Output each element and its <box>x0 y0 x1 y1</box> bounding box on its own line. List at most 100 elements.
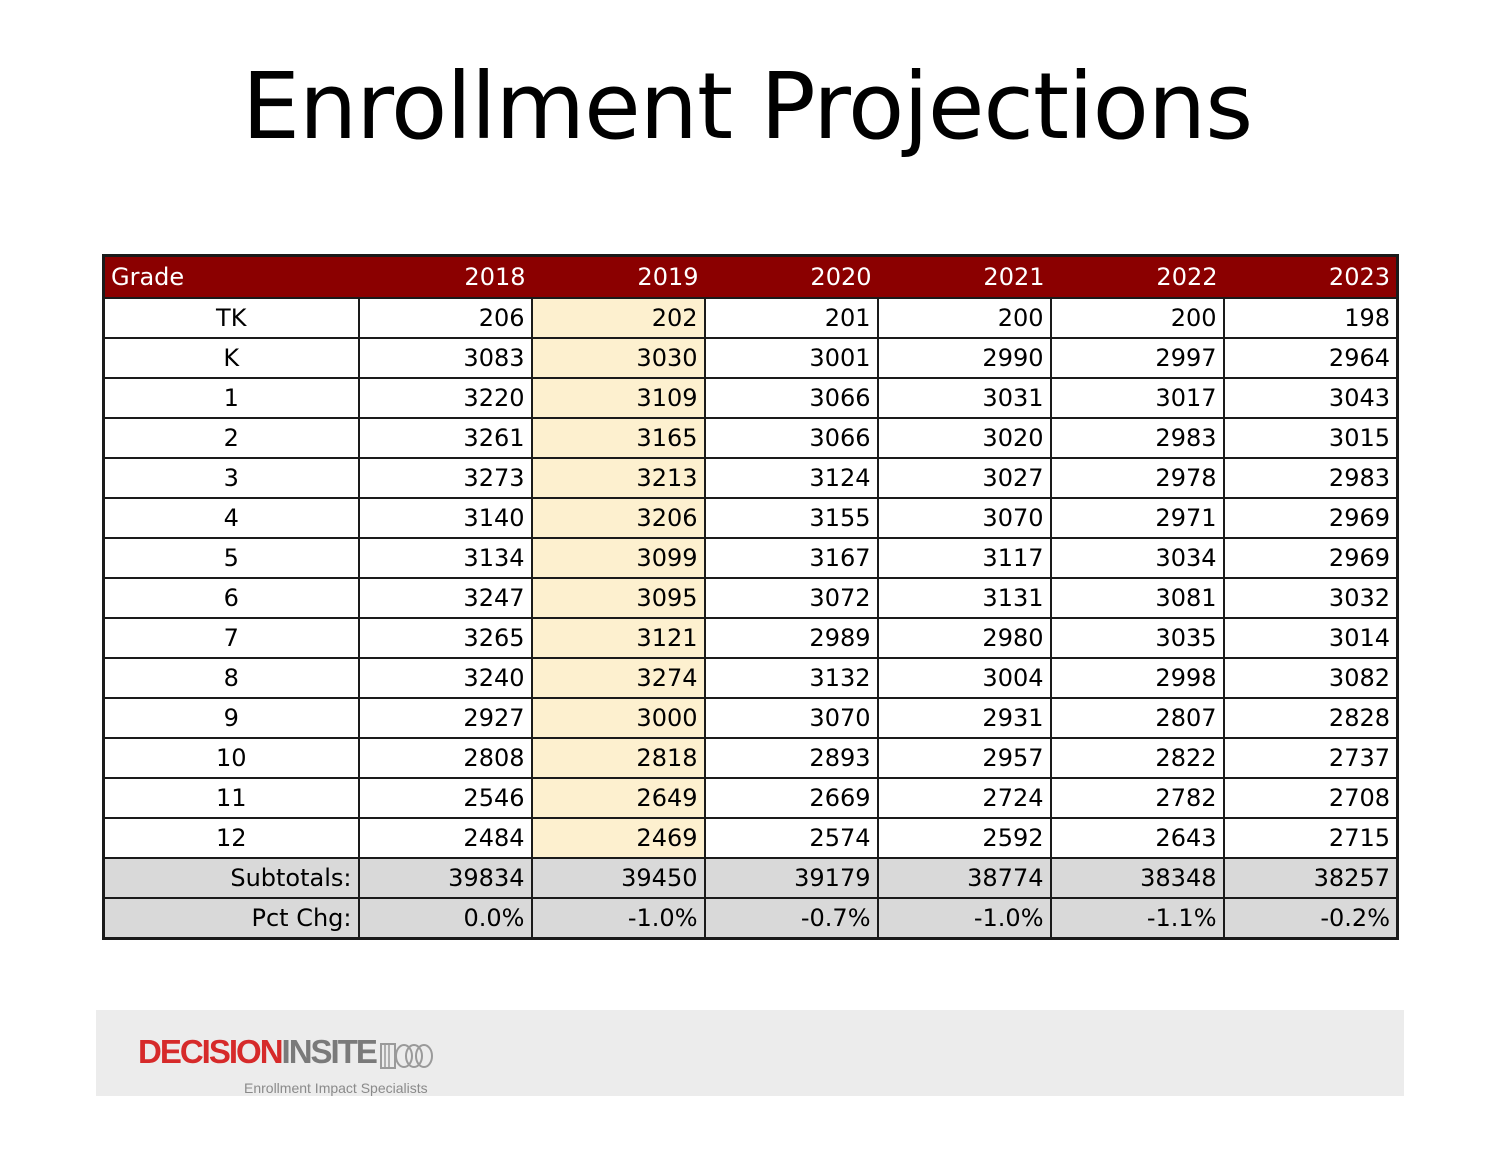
value-cell: 2978 <box>1049 457 1225 499</box>
value-cell: 3070 <box>703 697 879 739</box>
table-row: 5 3134 3099 3167 3117 3034 2969 <box>102 537 1399 579</box>
value-cell: 3031 <box>876 377 1052 419</box>
value-cell: 3265 <box>357 617 533 659</box>
value-cell: 3274 <box>530 657 706 699</box>
value-cell: 3081 <box>1049 577 1225 619</box>
value-cell: 3066 <box>703 377 879 419</box>
table-row: 10 2808 2818 2893 2957 2822 2737 <box>102 737 1399 779</box>
value-cell: 3109 <box>530 377 706 419</box>
footer-bar: DECISIONINSITE Enrollment Impact Special… <box>96 1010 1404 1096</box>
header-year: 2019 <box>531 255 705 298</box>
summary-cell: 38348 <box>1049 857 1225 899</box>
value-cell: 3082 <box>1222 657 1399 699</box>
value-cell: 3240 <box>357 657 533 699</box>
value-cell: 2574 <box>703 817 879 859</box>
value-cell: 3014 <box>1222 617 1399 659</box>
grade-cell: K <box>102 337 360 379</box>
value-cell: 200 <box>876 297 1052 339</box>
value-cell: 3043 <box>1222 377 1399 419</box>
summary-cell: 0.0% <box>357 897 533 940</box>
value-cell: 2998 <box>1049 657 1225 699</box>
header-year: 2021 <box>877 255 1051 298</box>
value-cell: 3273 <box>357 457 533 499</box>
value-cell: 3083 <box>357 337 533 379</box>
value-cell: 2971 <box>1049 497 1225 539</box>
table-row: 2 3261 3165 3066 3020 2983 3015 <box>102 417 1399 459</box>
value-cell: 3072 <box>703 577 879 619</box>
value-cell: 3095 <box>530 577 706 619</box>
value-cell: 3030 <box>530 337 706 379</box>
value-cell: 3132 <box>703 657 879 699</box>
value-cell: 2990 <box>876 337 1052 379</box>
value-cell: 202 <box>530 297 706 339</box>
value-cell: 2957 <box>876 737 1052 779</box>
summary-cell: -0.2% <box>1222 897 1399 940</box>
header-grade: Grade <box>103 255 359 298</box>
value-cell: 2484 <box>357 817 533 859</box>
grade-cell: 2 <box>102 417 360 459</box>
value-cell: 2969 <box>1222 537 1399 579</box>
subtotals-row-label: Subtotals: <box>102 857 360 899</box>
value-cell: 2989 <box>703 617 879 659</box>
header-year: 2018 <box>358 255 532 298</box>
value-cell: 3099 <box>530 537 706 579</box>
value-cell: 2983 <box>1049 417 1225 459</box>
grade-cell: 10 <box>102 737 360 779</box>
value-cell: 198 <box>1222 297 1399 339</box>
value-cell: 3134 <box>357 537 533 579</box>
summary-cell: -0.7% <box>703 897 879 940</box>
value-cell: 2818 <box>530 737 706 779</box>
grade-cell: 6 <box>102 577 360 619</box>
value-cell: 3167 <box>703 537 879 579</box>
value-cell: 3020 <box>876 417 1052 459</box>
summary-cell: 38774 <box>876 857 1052 899</box>
summary-cell: -1.0% <box>876 897 1052 940</box>
value-cell: 2546 <box>357 777 533 819</box>
value-cell: 2715 <box>1222 817 1399 859</box>
value-cell: 3155 <box>703 497 879 539</box>
grade-cell: 5 <box>102 537 360 579</box>
header-year: 2023 <box>1223 255 1398 298</box>
logo-tagline: Enrollment Impact Specialists <box>244 1080 428 1096</box>
company-logo: DECISIONINSITE Enrollment Impact Special… <box>138 1033 440 1096</box>
pct-change-row-label: Pct Chg: <box>102 897 360 940</box>
value-cell: 2782 <box>1049 777 1225 819</box>
summary-cell: 38257 <box>1222 857 1399 899</box>
table-row: TK 206 202 201 200 200 198 <box>102 297 1399 339</box>
table-row: 11 2546 2649 2669 2724 2782 2708 <box>102 777 1399 819</box>
value-cell: 3027 <box>876 457 1052 499</box>
enrollment-table-container: Grade 2018 2019 2020 2021 2022 2023 TK 20… <box>102 254 1399 940</box>
value-cell: 3165 <box>530 417 706 459</box>
value-cell: 2828 <box>1222 697 1399 739</box>
summary-cell: -1.0% <box>530 897 706 940</box>
subtotals-row: Subtotals: 39834 39450 39179 38774 38348 38257 <box>102 857 1399 899</box>
grade-cell: 11 <box>102 777 360 819</box>
value-cell: 2708 <box>1222 777 1399 819</box>
header-year: 2022 <box>1050 255 1224 298</box>
value-cell: 2983 <box>1222 457 1399 499</box>
value-cell: 3017 <box>1049 377 1225 419</box>
enrollment-table: Grade 2018 2019 2020 2021 2022 2023 TK 20… <box>102 254 1399 940</box>
value-cell: 3220 <box>357 377 533 419</box>
table-row: 12 2484 2469 2574 2592 2643 2715 <box>102 817 1399 859</box>
table-row: K 3083 3030 3001 2990 2997 2964 <box>102 337 1399 379</box>
summary-cell: -1.1% <box>1049 897 1225 940</box>
grade-cell: 9 <box>102 697 360 739</box>
table-row: 1 3220 3109 3066 3031 3017 3043 <box>102 377 1399 419</box>
table-row: 8 3240 3274 3132 3004 2998 3082 <box>102 657 1399 699</box>
value-cell: 3004 <box>876 657 1052 699</box>
value-cell: 3015 <box>1222 417 1399 459</box>
value-cell: 2893 <box>703 737 879 779</box>
logo-text-insite: INSITE <box>281 1033 378 1070</box>
summary-cell: 39834 <box>357 857 533 899</box>
value-cell: 2737 <box>1222 737 1399 779</box>
grade-cell: 7 <box>102 617 360 659</box>
value-cell: 2980 <box>876 617 1052 659</box>
table-row: 7 3265 3121 2989 2980 3035 3014 <box>102 617 1399 659</box>
value-cell: 2724 <box>876 777 1052 819</box>
value-cell: 2649 <box>530 777 706 819</box>
summary-cell: 39179 <box>703 857 879 899</box>
page-title: Enrollment Projections <box>241 53 1253 160</box>
value-cell: 200 <box>1049 297 1225 339</box>
value-cell: 3131 <box>876 577 1052 619</box>
